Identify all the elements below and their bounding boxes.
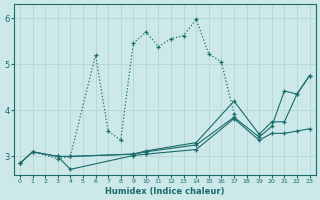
- X-axis label: Humidex (Indice chaleur): Humidex (Indice chaleur): [105, 187, 225, 196]
